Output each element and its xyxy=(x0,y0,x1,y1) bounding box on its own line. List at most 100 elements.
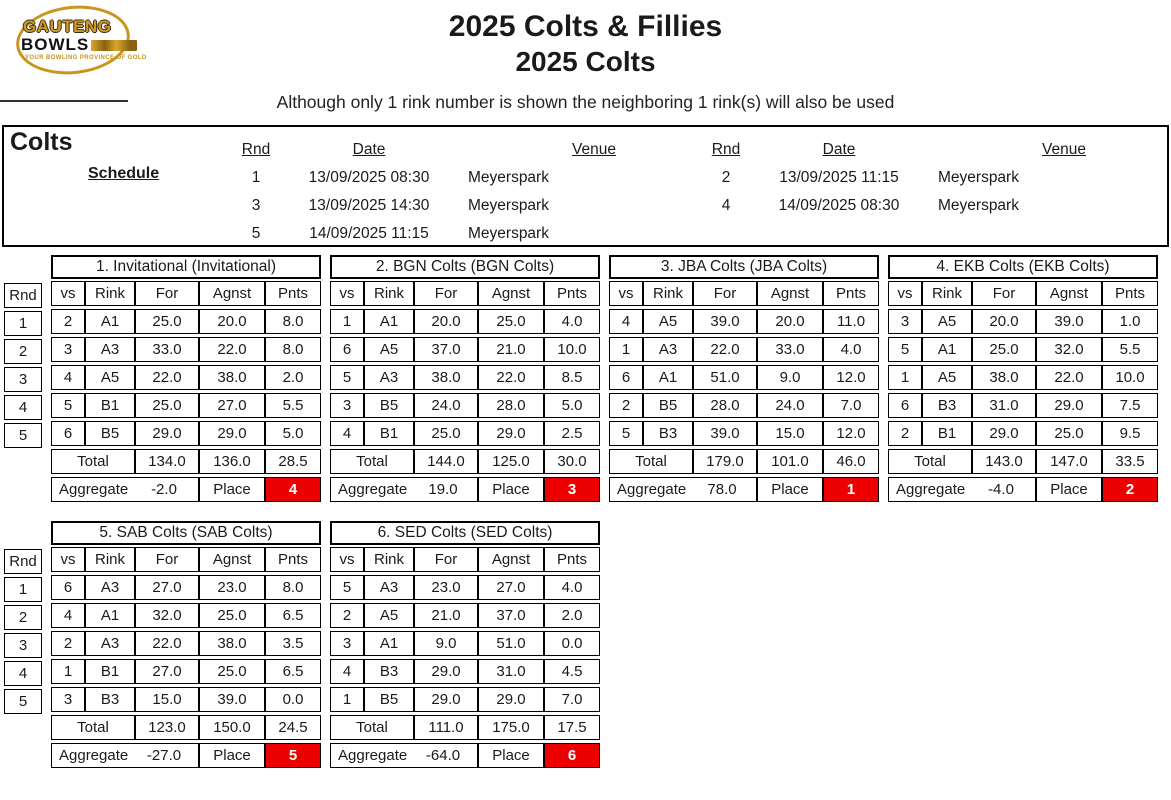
schedule-left-group: Rnd Date Venue 1 13/09/2025 08:30 Meyers… xyxy=(232,136,618,248)
schedule-row: 5 14/09/2025 11:15 Meyerspark xyxy=(232,220,618,248)
pnts-cell: 10.0 xyxy=(544,337,600,362)
rink-cell: B1 xyxy=(922,421,972,446)
venue-column-header: Venue xyxy=(458,141,618,159)
team-results-1: 1. Invitational (Invitational)vsRinkForA… xyxy=(51,255,321,505)
score-row: 5B125.027.05.5 xyxy=(51,393,321,418)
pnts-header: Pnts xyxy=(265,547,321,572)
place-label: Place xyxy=(199,477,265,502)
pnts-cell: 12.0 xyxy=(823,421,879,446)
rink-header: Rink xyxy=(85,281,135,306)
date-column-header: Date xyxy=(280,141,458,159)
total-row: Total123.0150.024.5 xyxy=(51,715,321,740)
rink-cell: A3 xyxy=(85,337,135,362)
place-label: Place xyxy=(1036,477,1102,502)
logo-bowls-text: BOWLS xyxy=(21,35,89,55)
rink-cell: B3 xyxy=(364,659,414,684)
pnts-cell: 0.0 xyxy=(265,687,321,712)
total-pnts: 24.5 xyxy=(265,715,321,740)
rink-cell: B1 xyxy=(364,421,414,446)
vs-cell: 2 xyxy=(51,631,85,656)
for-cell: 9.0 xyxy=(414,631,478,656)
agnst-cell: 22.0 xyxy=(478,365,544,390)
rink-cell: B5 xyxy=(364,393,414,418)
round-number-cell: 1 xyxy=(4,311,42,336)
round-row: 4 xyxy=(4,661,42,686)
rink-cell: A1 xyxy=(85,603,135,628)
aggregate-inner: Aggregate-27.0 xyxy=(54,744,196,767)
for-cell: 25.0 xyxy=(414,421,478,446)
place-label: Place xyxy=(757,477,823,502)
pnts-cell: 4.0 xyxy=(544,575,600,600)
pnts-cell: 6.5 xyxy=(265,603,321,628)
score-row: 6A537.021.010.0 xyxy=(330,337,600,362)
for-cell: 22.0 xyxy=(135,631,199,656)
pnts-cell: 2.5 xyxy=(544,421,600,446)
round-number: 1 xyxy=(232,169,280,187)
pnts-cell: 4.0 xyxy=(544,309,600,334)
total-pnts: 17.5 xyxy=(544,715,600,740)
place-value: 5 xyxy=(265,743,321,768)
rink-cell: A1 xyxy=(643,365,693,390)
total-for: 179.0 xyxy=(693,449,757,474)
for-cell: 22.0 xyxy=(135,365,199,390)
score-header-row: vsRinkForAgnstPnts xyxy=(609,281,879,306)
total-label: Total xyxy=(51,715,135,740)
vs-cell: 1 xyxy=(330,309,364,334)
total-for: 111.0 xyxy=(414,715,478,740)
score-row: 4B125.029.02.5 xyxy=(330,421,600,446)
rnd-column-header: Rnd xyxy=(4,549,42,574)
pnts-header: Pnts xyxy=(265,281,321,306)
score-row: 5A323.027.04.0 xyxy=(330,575,600,600)
aggregate-inner: Aggregate-2.0 xyxy=(54,478,196,501)
agnst-cell: 22.0 xyxy=(199,337,265,362)
pnts-cell: 11.0 xyxy=(823,309,879,334)
team-results-6: 6. SED Colts (SED Colts)vsRinkForAgnstPn… xyxy=(330,521,600,771)
score-row: 2A125.020.08.0 xyxy=(51,309,321,334)
round-venue: Meyerspark xyxy=(458,169,618,187)
total-label: Total xyxy=(330,449,414,474)
team-title: 2. BGN Colts (BGN Colts) xyxy=(330,255,600,279)
schedule-section: Colts Schedule Rnd Date Venue 1 13/09/20… xyxy=(2,125,1169,247)
for-cell: 20.0 xyxy=(972,309,1036,334)
total-label: Total xyxy=(609,449,693,474)
team-score-table: vsRinkForAgnstPnts2A125.020.08.03A333.02… xyxy=(51,278,321,505)
agnst-cell: 29.0 xyxy=(478,421,544,446)
round-row: 3 xyxy=(4,367,42,392)
total-row: Total179.0101.046.0 xyxy=(609,449,879,474)
rink-header: Rink xyxy=(643,281,693,306)
total-for: 123.0 xyxy=(135,715,199,740)
agnst-cell: 25.0 xyxy=(199,603,265,628)
rink-header: Rink xyxy=(364,281,414,306)
aggregate-cell: Aggregate-27.0 xyxy=(51,743,199,768)
rink-cell: B3 xyxy=(85,687,135,712)
score-header-row: vsRinkForAgnstPnts xyxy=(330,281,600,306)
rink-cell: A5 xyxy=(364,603,414,628)
score-row: 4B329.031.04.5 xyxy=(330,659,600,684)
rink-header: Rink xyxy=(364,547,414,572)
rink-cell: A1 xyxy=(364,631,414,656)
round-row: 1 xyxy=(4,577,42,602)
vs-cell: 4 xyxy=(51,365,85,390)
round-header-row: Rnd xyxy=(4,549,42,574)
round-number-table: Rnd12345 xyxy=(4,280,42,451)
section-label: Colts xyxy=(10,128,73,157)
rink-cell: A3 xyxy=(85,575,135,600)
vs-cell: 1 xyxy=(609,337,643,362)
agnst-cell: 15.0 xyxy=(757,421,823,446)
vs-cell: 5 xyxy=(330,575,364,600)
total-row: Total143.0147.033.5 xyxy=(888,449,1158,474)
rink-cell: B1 xyxy=(85,659,135,684)
aggregate-cell: Aggregate-4.0 xyxy=(888,477,1036,502)
vs-header: vs xyxy=(330,281,364,306)
score-row: 3A333.022.08.0 xyxy=(51,337,321,362)
aggregate-label: Aggregate xyxy=(891,481,965,498)
aggregate-label: Aggregate xyxy=(333,747,407,764)
vs-cell: 2 xyxy=(888,421,922,446)
agnst-cell: 20.0 xyxy=(757,309,823,334)
aggregate-cell: Aggregate19.0 xyxy=(330,477,478,502)
score-row: 4A522.038.02.0 xyxy=(51,365,321,390)
for-cell: 29.0 xyxy=(135,421,199,446)
rink-cell: B3 xyxy=(922,393,972,418)
team-results-3: 3. JBA Colts (JBA Colts)vsRinkForAgnstPn… xyxy=(609,255,879,505)
vs-header: vs xyxy=(51,547,85,572)
